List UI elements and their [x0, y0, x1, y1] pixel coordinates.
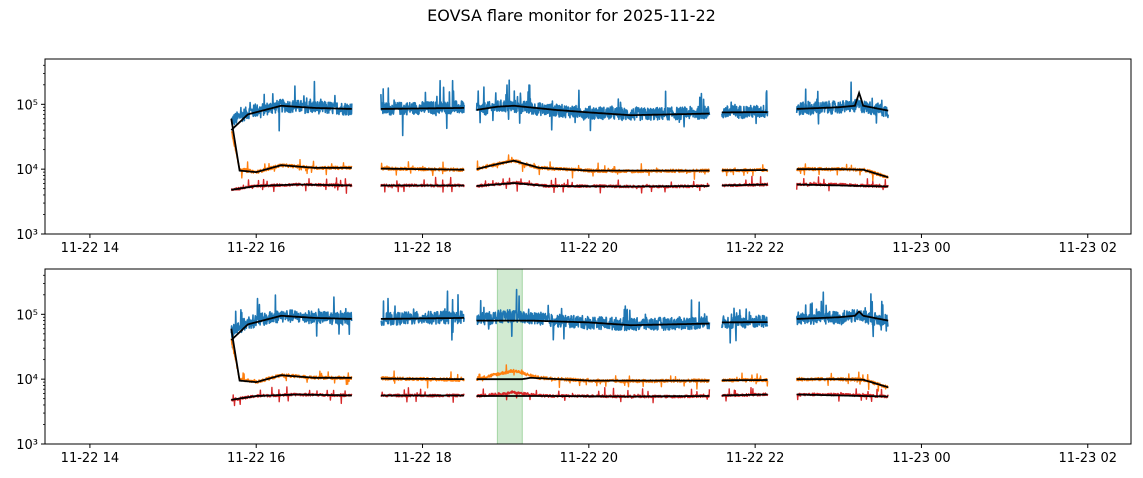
x-tick-label: 11-22 14: [61, 451, 119, 466]
y-tick-label: 10³: [16, 228, 38, 243]
panel-top: 11-22 14 11-22 16 11-22 18 11-22 20 11-22 22…: [16, 58, 1132, 256]
series-high-segment-5: [795, 81, 889, 125]
x-tick-label: 11-22 14: [61, 241, 119, 256]
figure-title: EOVSA flare monitor for 2025-11-22: [427, 6, 716, 25]
series-high-segment-1: [230, 294, 353, 349]
axes-frame: [44, 58, 1132, 235]
series-high-segment-3: [476, 288, 711, 341]
low-baseline-segment-5: [796, 183, 889, 188]
y-tick-label: 10⁵: [16, 308, 38, 323]
x-tick-label: 11-22 18: [393, 241, 451, 256]
x-tick-label: 11-22 18: [393, 451, 451, 466]
panel-bottom: 11-22 14 11-22 16 11-22 18 11-22 20 11-22 22…: [16, 268, 1132, 466]
low-baseline-segment-1: [231, 183, 352, 191]
mid-baseline-segment-5: [796, 168, 889, 179]
x-tick-label: 11-23 02: [1059, 451, 1117, 466]
high-baseline-segment-2: [380, 107, 465, 110]
y-tick-label: 10³: [16, 438, 38, 453]
series-high-segment-5: [795, 291, 889, 338]
x-tick-label: 11-23 00: [892, 451, 950, 466]
y-tick-label: 10⁵: [16, 98, 38, 113]
high-baseline-segment-3: [476, 104, 710, 117]
low-baseline-segment-3: [476, 182, 710, 188]
high-baseline-segment-2: [380, 316, 465, 320]
series-high-segment-4: [721, 307, 769, 344]
low-baseline-segment-4: [721, 183, 768, 187]
low-baseline-segment-1: [231, 393, 352, 401]
series-high-segment-2: [380, 290, 465, 341]
mid-baseline-segment-3: [476, 376, 710, 382]
series-low-segment-5: [796, 176, 889, 192]
flare-window-highlight: [496, 268, 523, 445]
low-baseline-segment-4: [721, 393, 768, 397]
y-tick-label: 10⁴: [16, 373, 38, 388]
x-tick-label: 11-23 02: [1059, 241, 1117, 256]
series-high-segment-1: [230, 80, 353, 132]
series-mid-segment-5: [796, 371, 889, 392]
series-mid-segment-3: [476, 154, 711, 180]
x-tick-label: 11-23 00: [892, 241, 950, 256]
mid-baseline-segment-5: [796, 378, 889, 389]
mid-baseline-segment-1: [230, 118, 352, 174]
high-baseline-segment-3: [476, 319, 710, 327]
x-tick-label: 11-22 22: [726, 451, 784, 466]
low-baseline-segment-5: [796, 393, 889, 398]
mid-baseline-segment-2: [380, 167, 465, 171]
high-baseline-segment-5: [796, 310, 889, 322]
x-tick-label: 11-22 16: [227, 451, 285, 466]
x-tick-label: 11-22 20: [560, 241, 618, 256]
high-baseline-segment-1: [230, 104, 352, 131]
x-tick-label: 11-22 16: [227, 241, 285, 256]
low-baseline-segment-3: [476, 395, 710, 398]
y-tick-label: 10⁴: [16, 163, 38, 178]
axes-frame: [44, 268, 1132, 445]
series-high-segment-4: [721, 90, 769, 125]
mid-baseline-segment-3: [476, 159, 710, 172]
mid-baseline-segment-1: [230, 328, 352, 384]
high-baseline-segment-1: [230, 314, 352, 341]
x-tick-label: 11-22 20: [560, 451, 618, 466]
mid-baseline-segment-2: [380, 377, 465, 381]
x-tick-label: 11-22 22: [726, 241, 784, 256]
high-baseline-segment-5: [796, 90, 889, 112]
